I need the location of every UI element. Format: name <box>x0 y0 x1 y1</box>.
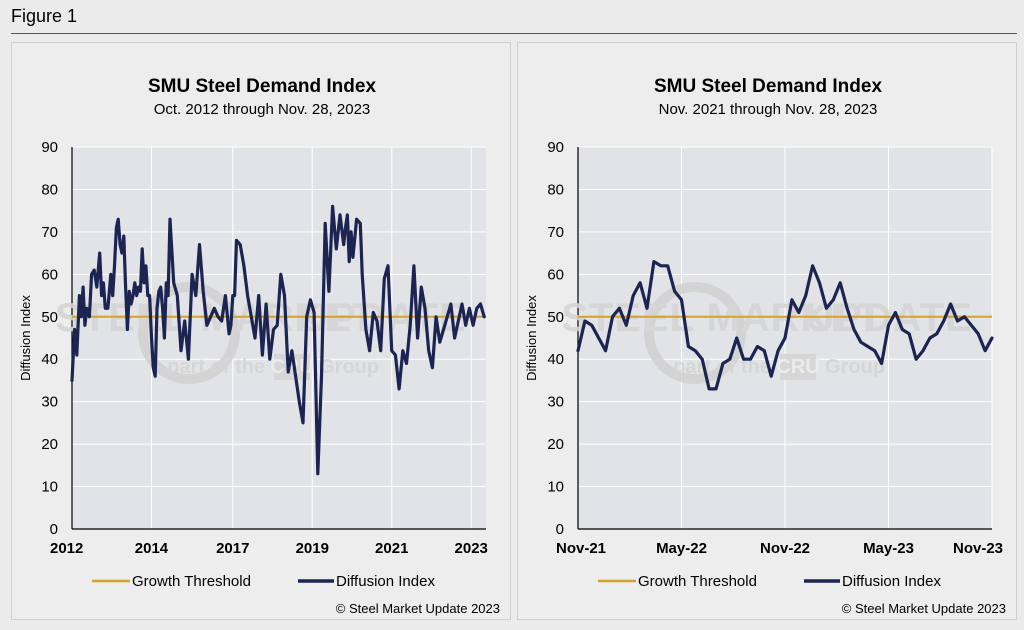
y-tick-label: 70 <box>547 224 564 241</box>
y-axis-label: Diffusion Index <box>524 295 539 381</box>
y-tick-label: 10 <box>547 479 564 496</box>
y-tick-label: 50 <box>41 309 58 326</box>
chart-subtitle: Nov. 2021 through Nov. 28, 2023 <box>659 101 878 118</box>
y-tick-label: 60 <box>547 266 564 283</box>
x-tick-label: 2019 <box>296 540 329 557</box>
chart-panel-long-term: SMU Steel Demand Index Oct. 2012 through … <box>11 42 511 620</box>
y-tick-label: 50 <box>547 309 564 326</box>
watermark-cru: CRU <box>270 356 313 378</box>
chart-recent: SMU Steel Demand Index Nov. 2021 through … <box>524 76 1006 616</box>
legend-threshold-label: Growth Threshold <box>638 573 757 590</box>
watermark-cru: CRU <box>776 356 819 378</box>
y-tick-label: 20 <box>41 436 58 453</box>
y-tick-label: 0 <box>556 521 564 538</box>
watermark-group: Group <box>319 356 379 378</box>
legend-threshold-label: Growth Threshold <box>132 573 251 590</box>
x-tick-label: Nov-21 <box>556 540 606 557</box>
diffusion-index-line <box>576 260 994 391</box>
y-tick-label: 40 <box>41 351 58 368</box>
y-tick-label: 80 <box>41 181 58 198</box>
chart-panel-recent: SMU Steel Demand Index Nov. 2021 through … <box>517 42 1017 620</box>
watermark-part-of: part of the <box>167 356 265 378</box>
chart-title: SMU Steel Demand Index <box>654 76 882 97</box>
chart-long-term: SMU Steel Demand Index Oct. 2012 through … <box>18 76 500 616</box>
y-axis-label: Diffusion Index <box>18 295 33 381</box>
y-tick-label: 0 <box>50 521 58 538</box>
figure-divider <box>11 33 1017 34</box>
y-tick-label: 80 <box>547 181 564 198</box>
x-tick-label: Nov-23 <box>953 540 1003 557</box>
y-tick-label: 20 <box>547 436 564 453</box>
legend-diffusion-label: Diffusion Index <box>842 573 941 590</box>
diffusion-index-line <box>70 204 486 476</box>
y-tick-label: 90 <box>41 139 58 156</box>
y-tick-label: 70 <box>41 224 58 241</box>
x-tick-label: May-23 <box>863 540 914 557</box>
watermark-group: Group <box>825 356 885 378</box>
x-tick-label: 2021 <box>375 540 408 557</box>
x-tick-label: Nov-22 <box>760 540 810 557</box>
chart-subtitle: Oct. 2012 through Nov. 28, 2023 <box>154 101 371 118</box>
y-tick-label: 10 <box>41 479 58 496</box>
y-tick-label: 30 <box>547 394 564 411</box>
watermark-circle-icon <box>138 282 240 384</box>
x-tick-label: 2012 <box>50 540 83 557</box>
y-tick-label: 60 <box>41 266 58 283</box>
y-tick-label: 90 <box>547 139 564 156</box>
x-tick-label: 2017 <box>216 540 249 557</box>
figure-label: Figure 1 <box>11 6 78 26</box>
legend-diffusion-label: Diffusion Index <box>336 573 435 590</box>
watermark-circle-icon <box>644 282 746 384</box>
copyright-note: © Steel Market Update 2023 <box>842 601 1006 616</box>
x-tick-label: 2023 <box>455 540 488 557</box>
chart-title: SMU Steel Demand Index <box>148 76 376 97</box>
watermark-cru-box <box>780 354 816 380</box>
copyright-note: © Steel Market Update 2023 <box>336 601 500 616</box>
y-tick-label: 40 <box>547 351 564 368</box>
y-tick-label: 30 <box>41 394 58 411</box>
x-tick-label: 2014 <box>135 540 169 557</box>
x-tick-label: May-22 <box>656 540 707 557</box>
